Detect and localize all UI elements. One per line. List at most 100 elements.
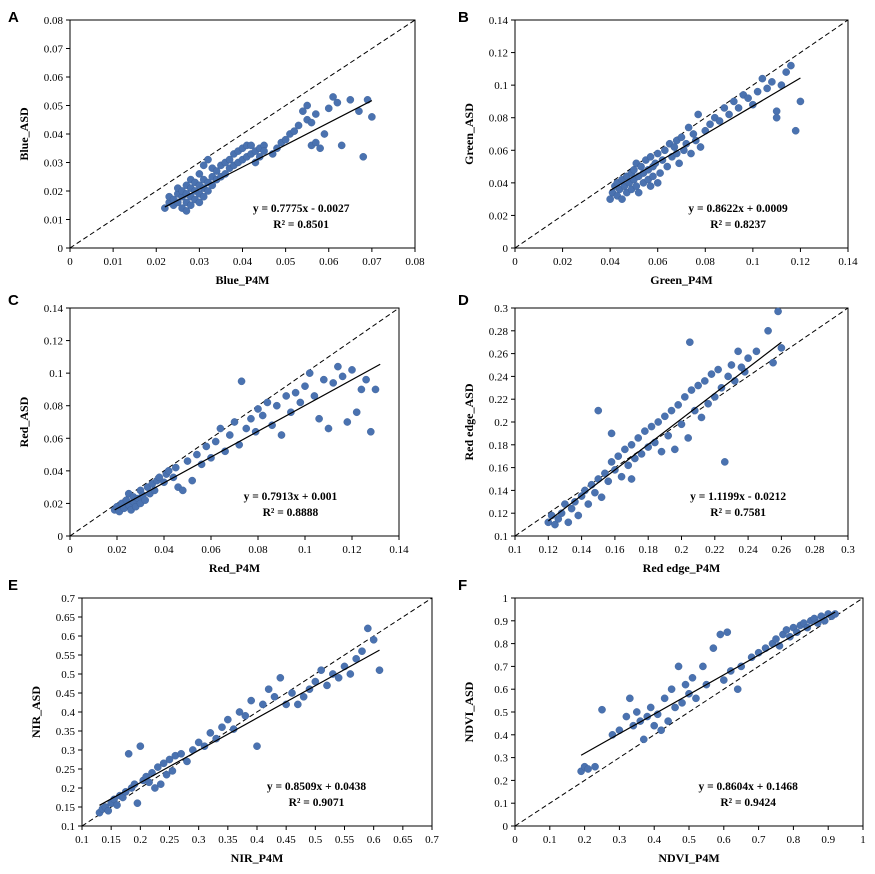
x-tick-label: 0.9: [821, 834, 835, 846]
x-tick-label: 0.02: [107, 544, 126, 556]
scatter-point: [684, 123, 693, 132]
x-tick-label: 0.15: [102, 834, 122, 846]
scatter-point: [777, 344, 786, 352]
scatter-point: [637, 450, 646, 458]
x-tick-label: 0.3: [841, 544, 855, 556]
scatter-point: [371, 385, 380, 394]
y-tick-label: 0.4: [61, 707, 75, 719]
regression-line: [99, 649, 380, 806]
scatter-point: [641, 427, 649, 435]
scatter-point: [768, 78, 776, 86]
scatter-point: [204, 187, 212, 195]
x-tick-label: 0.04: [233, 256, 253, 268]
scatter-point: [199, 192, 208, 201]
scatter-point: [253, 742, 261, 751]
x-tick-label: 0.28: [805, 544, 825, 556]
scatter-point: [357, 385, 366, 394]
panel-a: A 0 0.01 0.02 0.03 0.04 0.05 0.06 0.07 0.08 0 0.01 0…: [8, 9, 425, 287]
scatter-point: [324, 424, 333, 433]
scatter-point: [320, 130, 329, 138]
scatter-point: [258, 411, 267, 420]
scatter-point: [663, 162, 672, 171]
y-tick-label: 0.08: [44, 15, 64, 27]
scatter-point: [772, 635, 780, 643]
scatter-point: [317, 666, 325, 675]
y-tick-label: 0.06: [489, 145, 509, 157]
y-tick-label: 1: [503, 593, 509, 605]
x-tick-label: 0.1: [75, 834, 89, 846]
x-tick-label: 0.03: [190, 256, 210, 268]
scatter-point: [183, 457, 192, 465]
panel-c: C 0 0.02 0.04 0.06 0.08 0.1 0.12 0.14 0 0.02 0.04 0.…: [8, 292, 409, 575]
y-tick-label: 0.04: [44, 466, 64, 478]
y-tick-label: 0.7: [61, 593, 75, 605]
x-tick-label: 0.02: [147, 256, 166, 268]
scatter-point: [604, 477, 613, 486]
panel-f: F 0 0.1 0.2 0.3 0.4 0.5 0.6 0.7 0.8 0.9 1 0 0.1 0.2 0.3…: [458, 577, 866, 865]
regression-equation: y = 0.7775x - 0.0027: [253, 203, 350, 215]
scatter-point: [752, 347, 761, 356]
scatter-point: [188, 476, 196, 485]
y-tick-label: 0.12: [44, 336, 63, 348]
scatter-point: [701, 377, 709, 385]
x-tick-label: 0.05: [276, 256, 296, 268]
y-tick-label: 0.45: [56, 688, 76, 700]
y-axis-title: Blue_ASD: [17, 107, 31, 161]
x-tick-label: 0.12: [342, 544, 361, 556]
scatter-point: [348, 366, 356, 374]
one-to-one-line: [69, 19, 416, 249]
scatter-point: [691, 406, 699, 415]
scatter-point: [671, 703, 679, 712]
panel-e: E 0.1 0.15 0.2 0.25 0.3 0.35 0.4 0.45 0.5 0.55 0.6 0…: [8, 577, 439, 865]
scatter-point: [319, 375, 328, 384]
r-squared-label: R² = 0.8501: [273, 219, 329, 231]
scatter-point: [656, 169, 664, 177]
scatter-point: [571, 497, 579, 506]
scatter-point: [687, 149, 695, 158]
scatter-point: [699, 662, 707, 671]
scatter-point: [346, 96, 355, 104]
r-squared-label: R² = 0.8888: [263, 507, 319, 519]
scatter-point: [235, 440, 243, 449]
y-tick-label: 0.1: [61, 821, 75, 833]
regression-line: [164, 100, 373, 208]
x-tick-label: 0.07: [362, 256, 382, 268]
scatter-point: [164, 467, 173, 475]
r-squared-label: R² = 0.9424: [720, 797, 776, 809]
y-tick-label: 0.16: [489, 463, 509, 475]
scatter-point: [281, 135, 290, 144]
y-tick-label: 0.65: [56, 612, 76, 624]
scatter-point: [296, 398, 305, 407]
scatter-point: [282, 392, 291, 400]
scatter-point: [696, 143, 705, 151]
scatter-point: [796, 97, 805, 106]
scatter-point: [294, 700, 302, 709]
y-tick-label: 0.1: [494, 798, 508, 810]
r-squared-label: R² = 0.8237: [710, 219, 766, 231]
x-tick-label: 0.06: [201, 544, 221, 556]
scatter-point: [646, 703, 655, 712]
y-tick-label: 0.14: [489, 485, 509, 497]
scatter-point: [727, 361, 736, 369]
x-tick-label: 0: [512, 256, 518, 268]
x-tick-label: 0.26: [772, 544, 792, 556]
x-tick-label: 0.14: [838, 256, 858, 268]
one-to-one-line: [81, 597, 433, 827]
x-tick-label: 0.2: [578, 834, 592, 846]
scatter-point: [544, 518, 553, 527]
scatter-point: [621, 445, 629, 454]
scatter-point: [303, 101, 311, 110]
scatter-point: [362, 375, 370, 384]
scatter-point: [689, 130, 698, 138]
scatter-point: [681, 393, 689, 401]
y-tick-label: 0: [503, 243, 509, 255]
regression-line: [609, 77, 801, 191]
scatter-point: [657, 726, 665, 735]
scatter-point: [598, 705, 606, 714]
y-tick-label: 0.04: [489, 178, 509, 190]
scatter-point: [225, 155, 234, 164]
scatter-point: [764, 326, 772, 335]
scatter-point: [715, 117, 724, 125]
scatter-point: [204, 155, 212, 164]
x-tick-label: 0.4: [250, 834, 264, 846]
